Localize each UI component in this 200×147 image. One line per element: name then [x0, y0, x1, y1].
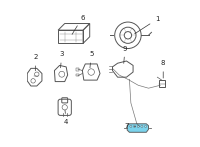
Text: 9: 9 [123, 46, 127, 63]
Text: 4: 4 [64, 110, 68, 125]
Circle shape [141, 125, 143, 127]
Text: 7: 7 [124, 123, 135, 129]
Circle shape [145, 125, 147, 127]
Circle shape [134, 125, 136, 127]
Text: 3: 3 [60, 51, 64, 68]
Text: 6: 6 [72, 15, 85, 34]
Text: 5: 5 [89, 51, 93, 68]
Bar [76, 74, 79, 76]
Text: 8: 8 [161, 60, 165, 78]
Circle shape [137, 125, 139, 127]
Bar [159, 80, 165, 87]
Text: 2: 2 [33, 54, 38, 71]
Polygon shape [127, 124, 149, 132]
Text: 1: 1 [135, 16, 160, 34]
Circle shape [130, 125, 132, 127]
Bar [76, 68, 79, 71]
